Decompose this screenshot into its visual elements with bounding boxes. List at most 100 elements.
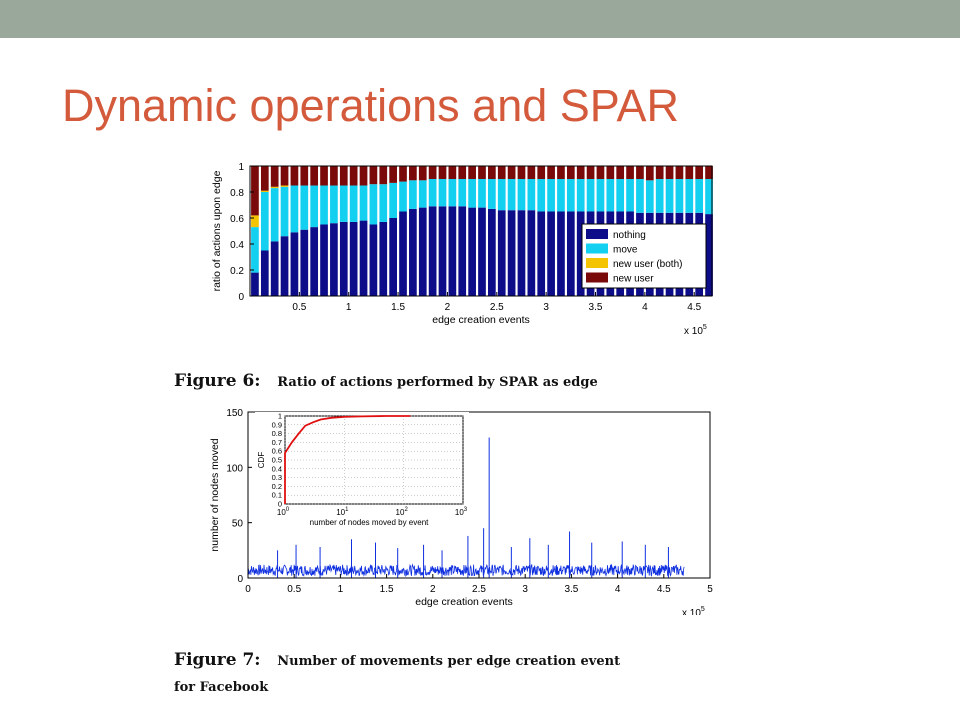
x-tick-label: 2 [445,302,451,313]
bar-move-23 [478,179,486,208]
bar-nothing-18 [428,206,437,296]
bar-new-user-36 [606,166,615,179]
x-tick-label: 3 [522,584,528,595]
inset-y-tick-label: 0.7 [272,438,282,447]
bar-new-user-17 [418,166,427,181]
inset-y-tick-label: 0.8 [272,429,282,438]
bar-nothing-32 [566,211,575,296]
bar-nothing-0 [251,272,259,296]
inset-y-tick-label: 0.2 [272,482,282,491]
bar-new-user-20 [448,166,457,179]
bar-move-43 [675,179,684,213]
bar-move-46 [705,179,713,215]
bar-new-user-45 [695,166,704,179]
bar-new-user-11 [359,166,368,186]
bar-move-12 [369,184,378,225]
bar-nothing-19 [438,206,447,296]
legend-swatch [586,243,608,254]
bar-new-user-38 [626,166,634,179]
bar-new-user-31 [557,166,565,179]
bar-move-35 [596,179,605,212]
bar-new-user-41 [655,166,664,179]
x-tick-label: 3 [543,302,549,313]
bar-new-user-39 [636,166,644,179]
bar-move-28 [527,179,536,211]
bar-new-user-44 [685,166,694,179]
bar-new-user-40 [645,166,654,181]
plot-frame [249,165,713,297]
bar-move-42 [665,179,674,213]
bar-move-26 [507,179,516,211]
bar-move-10 [349,185,358,222]
bar-move-2 [270,188,279,242]
bar-new-user-34 [586,166,595,179]
inset-y-tick-label: 0.5 [272,456,282,465]
y-axis-label: ratio of actions upon edge [211,170,223,291]
inset-x-tick-label: 102 [396,507,409,517]
y-axis-label: number of nodes moved [209,438,221,551]
x-tick-label: 0.5 [292,302,306,313]
slide-title: Dynamic operations and SPAR [62,80,679,131]
bar-nothing-12 [369,224,378,296]
bar-new-user-14 [389,166,397,183]
bar-nothing-20 [448,206,457,296]
inset-y-tick-label: 0.6 [272,447,282,456]
bar-new-user-22 [468,166,476,179]
y-tick-label: 0.4 [230,240,244,251]
x-tick-label: 1 [346,302,352,313]
bar-new-user-32 [566,166,575,179]
bar-nothing-6 [310,227,319,296]
bar-new-user-12 [369,166,378,185]
bar-move-29 [537,179,546,212]
x-tick-label: 4.5 [687,302,701,313]
bar-nothing-21 [458,206,467,296]
bar-move-44 [685,179,694,213]
bar-nothing-8 [330,223,338,296]
bar-nothing-16 [409,208,417,296]
bar-nothing-5 [300,229,309,296]
bar-nothing-7 [320,224,328,296]
bar-move-33 [576,179,585,212]
inset-y-axis-label: CDF [257,452,266,469]
figure-7-caption-line2: for Facebook [174,680,269,695]
bar-new-user-8 [330,166,338,186]
bar-new-user-23 [478,166,486,179]
bar-move-18 [428,179,437,207]
bar-new-user-3 [280,166,289,186]
legend-label: new user [613,274,654,285]
bar-move-40 [645,180,654,213]
x-tick-label: 1 [338,584,344,595]
bar-new-user-28 [527,166,536,179]
inset-y-tick-label: 0.1 [272,491,282,500]
x-tick-label: 3.5 [564,584,578,595]
bar-move-11 [359,185,368,221]
bar-move-27 [517,179,526,211]
bar-new-user-both--3 [280,185,289,187]
x-tick-label: 2.5 [472,584,486,595]
figure-6-label: Figure 6: [174,371,261,391]
bar-move-0 [251,227,259,273]
bar-nothing-11 [359,220,368,296]
bar-move-19 [438,179,447,207]
bar-move-1 [260,192,269,251]
bar-move-15 [399,181,407,212]
bar-move-36 [606,179,615,212]
figure-6-chart: 0 0.2 0.4 0.6 0.8 1 0.5 1 1.5 2 2.5 3 3.5 4 4.5 edge cr… [211,162,713,337]
inset-x-tick-label: 103 [455,507,468,517]
x-multiplier: x 105 [684,324,707,337]
bar-move-16 [409,180,417,209]
bar-new-user-42 [665,166,674,179]
bar-new-user-30 [547,166,555,179]
bar-nothing-4 [290,232,299,296]
x-tick-label: 4.5 [657,584,671,595]
legend-swatch [586,258,608,268]
bar-nothing-3 [280,236,289,296]
bar-new-user-10 [349,166,358,186]
bar-new-user-18 [428,166,437,179]
bar-nothing-2 [270,241,279,296]
inset-y-tick-label: 0.3 [272,473,282,482]
bar-move-24 [488,179,496,209]
bar-move-7 [320,185,328,225]
x-tick-label: 1.5 [380,584,394,595]
inset-cdf-line [284,415,411,504]
